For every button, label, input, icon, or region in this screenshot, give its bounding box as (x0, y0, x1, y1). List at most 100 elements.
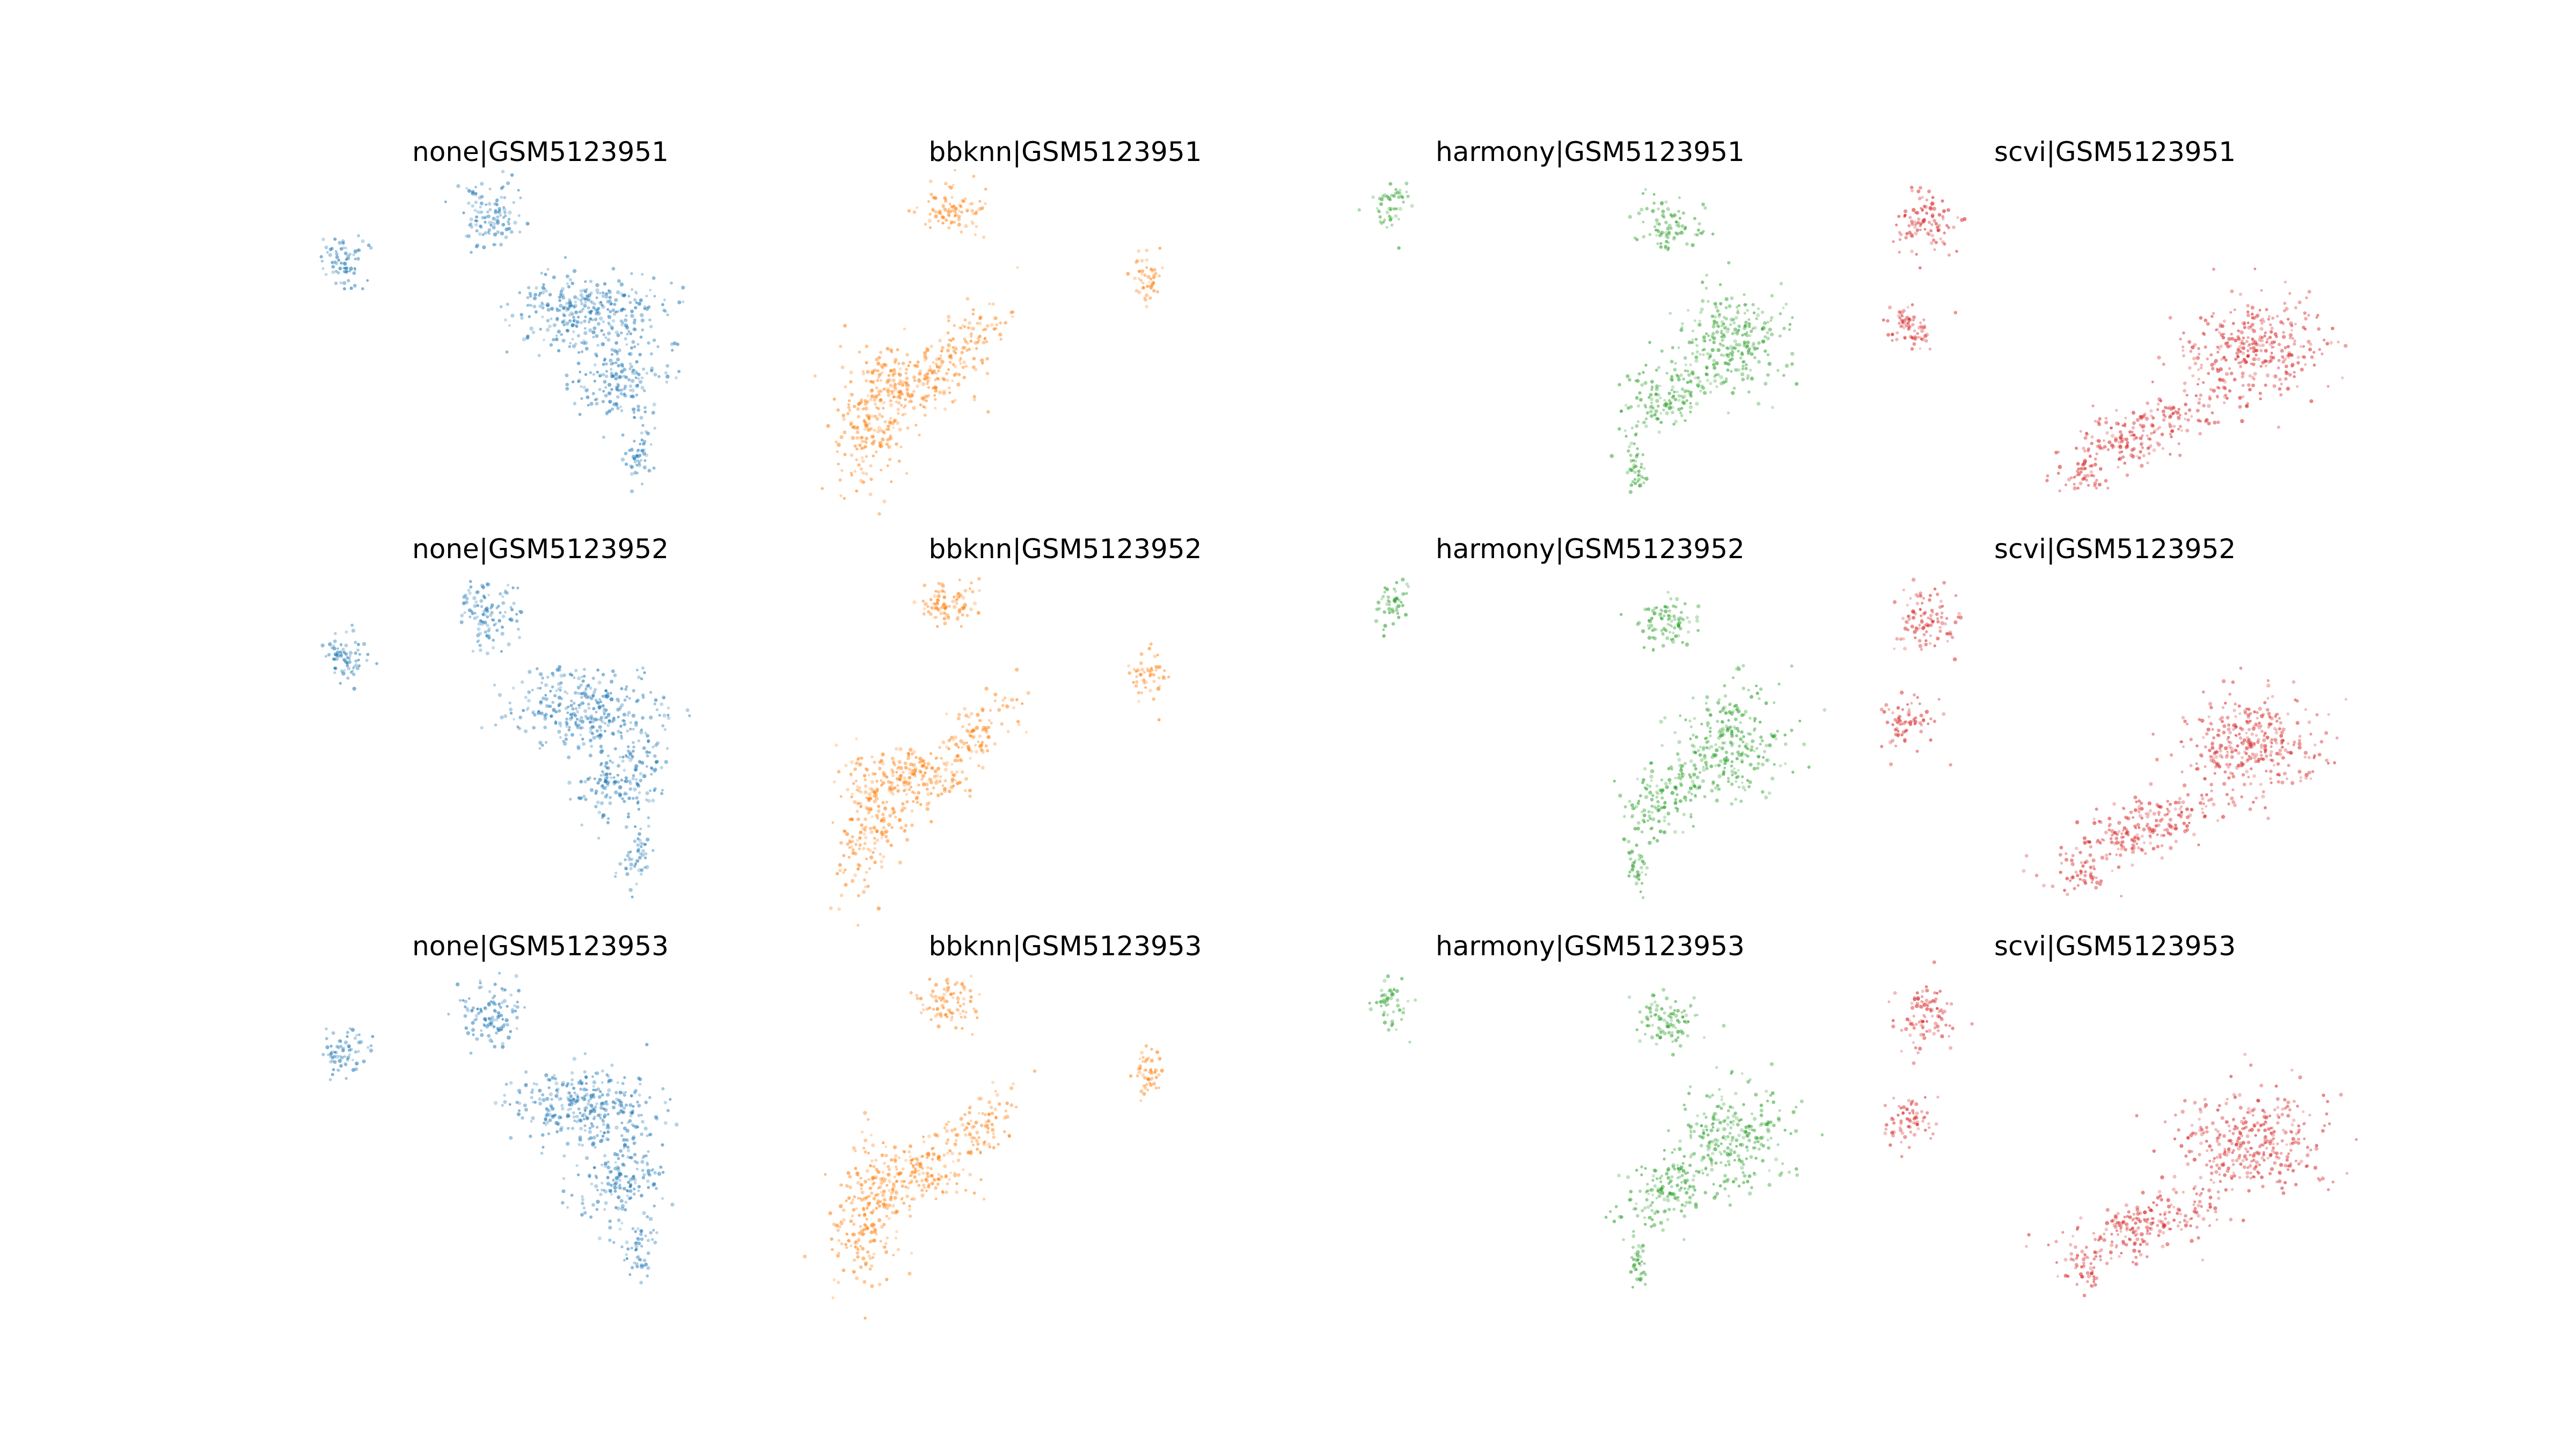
scatter-point (596, 370, 599, 374)
scatter-point (1694, 794, 1697, 797)
scatter-point (875, 357, 879, 362)
scatter-point (2236, 348, 2240, 352)
scatter-point (1732, 346, 1736, 349)
scatter-point (1677, 375, 1680, 379)
scatter-point (630, 472, 634, 476)
scatter-point (863, 402, 868, 406)
scatter-point (1382, 610, 1387, 614)
scatter-point (570, 324, 574, 327)
scatter-point (1914, 211, 1918, 214)
scatter-point (1689, 380, 1693, 384)
scatter-point (636, 408, 641, 412)
scatter-point (525, 336, 530, 340)
scatter-point (963, 789, 967, 792)
scatter-point (1669, 214, 1672, 217)
scatter-point (517, 214, 521, 217)
scatter-point (1659, 412, 1663, 415)
scatter-point (1001, 704, 1005, 707)
scatter-point (2146, 401, 2149, 405)
scatter-point (1898, 251, 1901, 254)
scatter-point (1387, 206, 1392, 211)
scatter-point (1695, 350, 1699, 354)
scatter-point (1644, 424, 1648, 428)
scatter-point (2140, 464, 2144, 468)
scatter-point (492, 639, 495, 642)
scatter-point (857, 802, 860, 805)
scatter-point (1725, 380, 1728, 383)
scatter-point (485, 652, 489, 655)
scatter-point (930, 370, 934, 374)
scatter-point (876, 789, 879, 793)
scatter-point (1915, 228, 1920, 232)
scatter-point (652, 338, 656, 342)
scatter-point (840, 365, 845, 369)
scatter-point (1700, 307, 1704, 312)
scatter-point (2214, 762, 2219, 765)
scatter-point (887, 393, 891, 397)
scatter-point (934, 371, 938, 375)
scatter-point (2272, 346, 2275, 349)
scatter-point (606, 723, 610, 727)
scatter-point (546, 308, 551, 312)
scatter-point (953, 605, 957, 609)
scatter-point (555, 689, 558, 692)
scatter-point (1137, 249, 1140, 253)
scatter-point (2215, 328, 2219, 331)
scatter-point (934, 362, 938, 366)
scatter-point (616, 404, 619, 408)
scatter-point (1659, 720, 1663, 724)
scatter-point (640, 438, 644, 442)
scatter-point (923, 762, 926, 765)
scatter-point (605, 772, 609, 776)
scatter-point (869, 855, 874, 860)
scatter-point (617, 780, 620, 784)
scatter-point (1913, 225, 1917, 229)
scatter-point (929, 752, 933, 755)
scatter-point (2142, 453, 2146, 458)
scatter-point (867, 415, 871, 420)
scatter-point (1897, 729, 1900, 733)
scatter-point (2073, 475, 2076, 479)
scatter-point (1712, 336, 1716, 341)
scatter-point (339, 281, 342, 284)
scatter-point (1762, 750, 1767, 753)
scatter-point (1659, 396, 1662, 400)
scatter-point (929, 778, 933, 781)
scatter-point (867, 797, 871, 801)
scatter-point (1677, 407, 1681, 412)
scatter-point (876, 906, 881, 911)
scatter-point (1651, 609, 1655, 613)
scatter-point (2220, 357, 2223, 361)
scatter-point (1640, 866, 1643, 870)
scatter-point (676, 342, 680, 346)
scatter-point (1907, 317, 1911, 320)
scatter-point (905, 800, 909, 804)
scatter-point (518, 635, 521, 639)
scatter-point (361, 287, 364, 290)
scatter-point (2278, 377, 2282, 382)
scatter-point (2214, 358, 2218, 363)
scatter-point (924, 602, 928, 606)
scatter-point (357, 248, 361, 252)
scatter-point (2117, 458, 2120, 461)
scatter-point (939, 354, 942, 357)
scatter-point (1733, 705, 1736, 708)
scatter-point (328, 247, 333, 252)
scatter-point (1896, 331, 1899, 335)
scatter-point (875, 386, 879, 390)
scatter-point (494, 209, 497, 213)
scatter-point (1620, 409, 1623, 413)
scatter-point (2212, 267, 2215, 271)
scatter-point (1637, 478, 1641, 481)
scatter-point (1387, 196, 1392, 201)
scatter-point (1400, 601, 1403, 604)
scatter-point (2296, 361, 2300, 365)
scatter-point (631, 713, 636, 718)
scatter-point (1685, 399, 1688, 402)
scatter-point (333, 632, 337, 635)
scatter-point (2259, 714, 2264, 719)
scatter-point (336, 271, 340, 275)
scatter-point (947, 319, 950, 323)
scatter-point (1717, 787, 1721, 791)
scatter-point (957, 223, 961, 227)
